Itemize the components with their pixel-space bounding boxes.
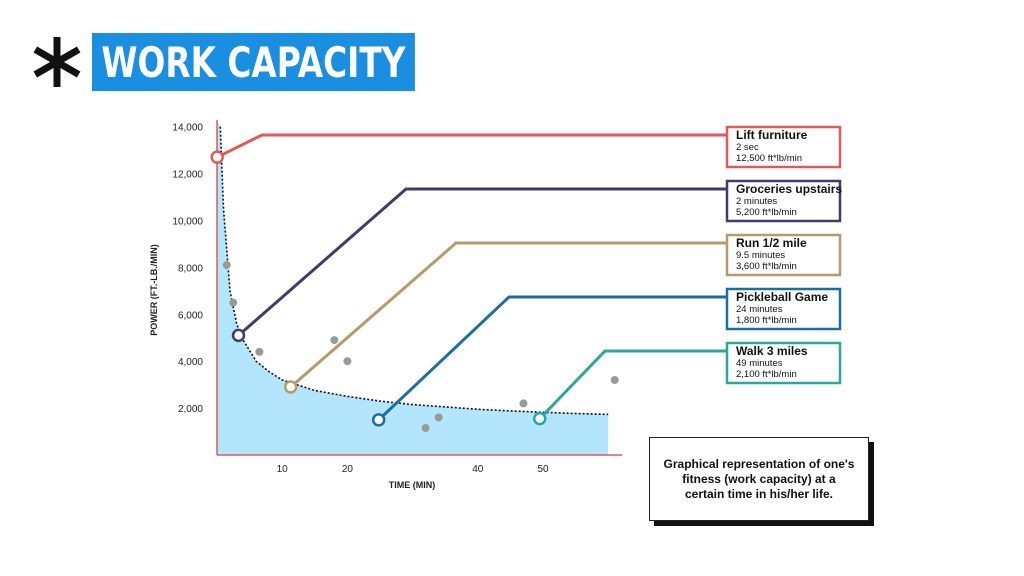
activity-marker [283, 380, 298, 394]
activity-marker [371, 413, 386, 427]
scatter-point [343, 357, 352, 366]
caption-box: Graphical representation of one's fitnes… [649, 437, 869, 521]
caption-text: Graphical representation of one's fitnes… [663, 456, 855, 501]
scatter-point [255, 347, 264, 356]
scatter-points [222, 261, 619, 433]
y-tick-label: 8,000 [178, 263, 203, 274]
x-tick-label: 40 [472, 464, 484, 475]
scatter-point [222, 261, 231, 270]
activity-power: 12,500 ft*lb/min [736, 153, 802, 164]
activity-marker [231, 328, 246, 343]
y-tick-labels: 2,000 4,000 6,000 8,000 10,000 12,000 14,000 [172, 123, 203, 415]
activity-title: Groceries upstairs [736, 182, 842, 196]
x-tick-label: 20 [342, 464, 354, 475]
scatter-point [434, 413, 443, 422]
x-axis-label: TIME (MIN) [389, 480, 436, 490]
activity-label-box [725, 125, 842, 169]
activity-duration: 9.5 minutes [736, 250, 785, 261]
scatter-point [229, 298, 238, 307]
activity-power: 3,600 ft*lb/min [736, 261, 797, 272]
activity-title: Run 1/2 mile [736, 236, 807, 250]
activity-connector-line [377, 295, 727, 421]
activity-duration: 2 sec [736, 142, 759, 153]
activity-title: Lift furniture [736, 128, 808, 142]
y-tick-label: 10,000 [172, 217, 203, 228]
activity-label-box [725, 179, 842, 223]
activity-title: Pickleball Game [736, 290, 828, 304]
x-tick-label: 10 [277, 464, 289, 475]
curve-area-fill [217, 120, 609, 455]
activity-power: 2,100 ft*lb/min [736, 369, 797, 380]
activity-label-box [725, 341, 842, 385]
activity-connector-line [289, 241, 727, 389]
asterisk-icon [33, 37, 81, 87]
activity-marker [210, 150, 224, 164]
activity-duration: 49 minutes [736, 358, 783, 369]
y-tick-label: 6,000 [178, 310, 203, 321]
activity-power: 1,800 ft*lb/min [736, 315, 797, 326]
activity-duration: 2 minutes [736, 196, 777, 207]
curve-line [219, 126, 609, 416]
scatter-point [519, 399, 528, 408]
scatter-point [421, 424, 430, 433]
page-title: WORK CAPACITY [92, 33, 415, 91]
scatter-point [330, 336, 339, 345]
activity-power: 5,200 ft*lb/min [736, 207, 797, 218]
y-tick-label: 14,000 [172, 123, 203, 134]
y-tick-label: 12,000 [172, 170, 203, 181]
activity-connector-line [216, 133, 727, 159]
activity-duration: 24 minutes [736, 304, 783, 315]
x-tick-label: 50 [537, 464, 549, 475]
scatter-point [610, 375, 619, 384]
activity-marker [532, 411, 547, 426]
activity-label-box [725, 233, 842, 277]
y-tick-label: 2,000 [178, 404, 203, 415]
activity-connector-line [538, 349, 727, 420]
y-tick-label: 4,000 [178, 357, 203, 368]
activity-title: Walk 3 miles [736, 344, 808, 358]
activity-label-box [725, 287, 842, 331]
y-axis-label: POWER (FT.-LB./MIN) [149, 244, 159, 336]
activity-connector-line [237, 187, 727, 337]
x-tick-labels: 10 20 40 50 [277, 464, 549, 475]
